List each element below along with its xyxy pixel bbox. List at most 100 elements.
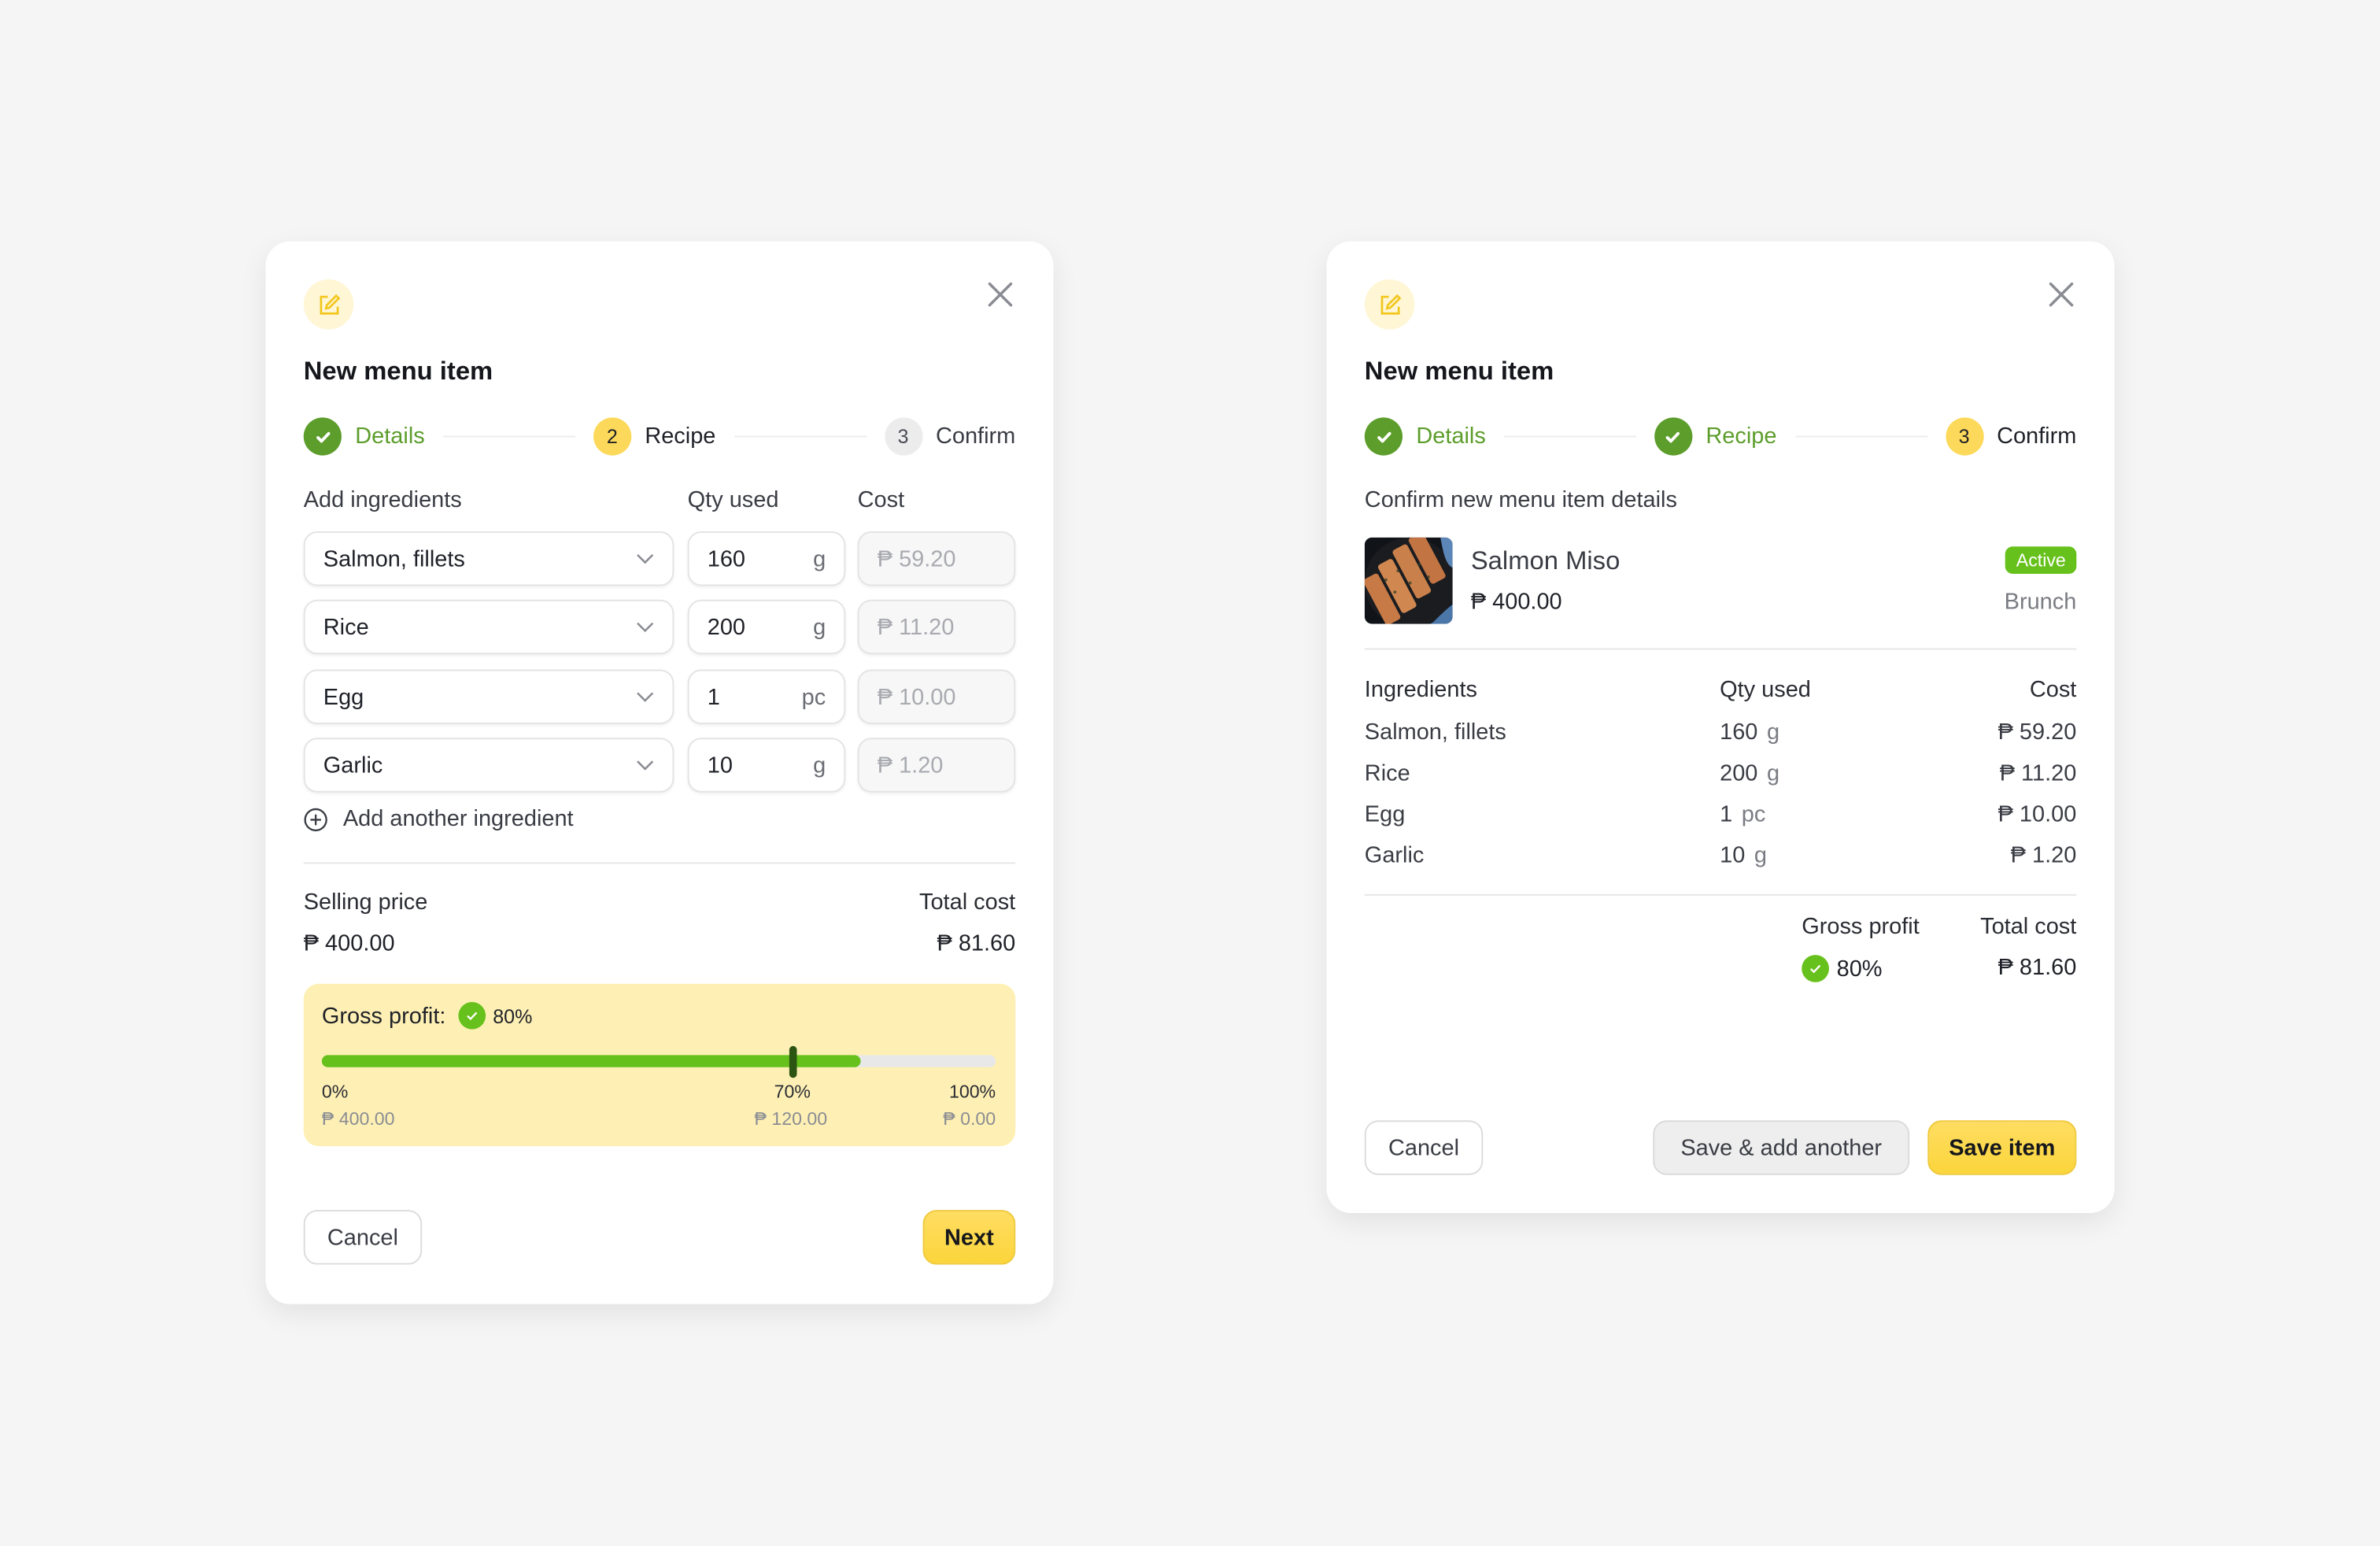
- check-circle-icon: [457, 1001, 486, 1030]
- next-button[interactable]: Next: [922, 1210, 1016, 1265]
- ingredient-cost: ₱ 10.00: [1998, 801, 2077, 828]
- total-cost-label: Total cost: [1980, 914, 2077, 940]
- close-icon[interactable]: [2048, 281, 2075, 309]
- stepper: Details Recipe 3 Confirm: [1364, 417, 2077, 456]
- qty-value: 1: [1720, 801, 1733, 828]
- col-header-qty: Qty used: [1720, 677, 1811, 703]
- ingredient-cost: ₱ 59.20: [1998, 719, 2077, 745]
- ingredient-name: Rice: [1364, 760, 1410, 787]
- item-price: ₱ 400.00: [1470, 589, 1562, 616]
- col-header-cost: Cost: [857, 487, 905, 513]
- plus-circle-icon: [304, 807, 327, 831]
- qty-value: 200: [1720, 760, 1758, 787]
- qty-value: 160: [1720, 719, 1758, 745]
- dialog-title: New menu item: [1364, 357, 1554, 386]
- gross-profit-header: Gross profit: 80%: [321, 1001, 533, 1030]
- col-header-qty: Qty used: [687, 487, 779, 513]
- gross-profit-fill: [321, 1055, 861, 1067]
- divider: [303, 862, 1016, 864]
- tick-label: 0%: [321, 1081, 349, 1103]
- step-connector: [1503, 435, 1636, 438]
- gross-profit-value: 80%: [493, 1004, 533, 1027]
- step-number: 3: [1945, 417, 1983, 456]
- total-cost-value: ₱ 81.60: [937, 930, 1016, 957]
- cost-value: ₱ 1.20: [877, 752, 944, 779]
- save-add-another-button[interactable]: Save & add another: [1653, 1120, 1910, 1175]
- step-connector: [734, 435, 867, 438]
- cost-value: ₱ 10.00: [877, 683, 956, 710]
- qty-unit: pc: [801, 683, 826, 710]
- qty-unit: g: [813, 546, 826, 572]
- step-label: Details: [355, 423, 425, 449]
- save-item-button[interactable]: Save item: [1927, 1120, 2077, 1175]
- ingredient-select[interactable]: Garlic: [303, 738, 674, 793]
- qty-unit: g: [813, 752, 826, 779]
- qty-unit: g: [1754, 842, 1767, 869]
- step-recipe[interactable]: Recipe: [1654, 417, 1776, 456]
- step-details[interactable]: Details: [1364, 417, 1486, 456]
- qty-value: 160: [707, 546, 746, 572]
- cancel-button[interactable]: Cancel: [1364, 1120, 1484, 1175]
- qty-unit: g: [1766, 760, 1780, 787]
- qty-input[interactable]: 200 g: [687, 599, 846, 655]
- dialog-title: New menu item: [303, 357, 493, 386]
- ingredient-select[interactable]: Salmon, fillets: [303, 531, 674, 586]
- cost-value: ₱ 11.20: [877, 614, 955, 640]
- cost-value: ₱ 59.20: [877, 546, 956, 572]
- selling-price-label: Selling price: [303, 890, 428, 915]
- ingredient-qty: 160 g: [1720, 719, 1779, 745]
- chevron-down-icon: [637, 554, 654, 564]
- table-row: Rice 200 g ₱ 11.20: [1365, 760, 2077, 791]
- step-details[interactable]: Details: [303, 417, 425, 456]
- tick-value: ₱ 0.00: [943, 1108, 996, 1130]
- divider: [1364, 893, 2077, 896]
- step-label: Recipe: [645, 423, 716, 449]
- close-icon[interactable]: [987, 281, 1014, 309]
- recipe-dialog: New menu item Details 2 Recipe 3 Confirm…: [265, 241, 1054, 1304]
- qty-input[interactable]: 1 pc: [687, 669, 846, 724]
- gross-profit-label: Gross profit:: [321, 1002, 446, 1029]
- col-header-cost: Cost: [2029, 677, 2077, 703]
- item-category: Brunch: [2004, 589, 2077, 616]
- table-header: Ingredients Qty used Cost: [1365, 677, 2077, 708]
- cancel-button[interactable]: Cancel: [303, 1210, 423, 1265]
- ingredient-select[interactable]: Egg: [303, 669, 674, 724]
- step-confirm[interactable]: 3 Confirm: [1945, 417, 2077, 456]
- item-name: Salmon Miso: [1470, 546, 1621, 575]
- selling-price-value: ₱ 400.00: [303, 930, 395, 957]
- step-number: 3: [884, 417, 922, 456]
- status-badge-label: Active: [2005, 546, 2077, 575]
- ingredient-select-value: Salmon, fillets: [323, 546, 465, 572]
- table-row: Salmon, fillets 160 g ₱ 59.20: [1365, 719, 2077, 750]
- cost-field: ₱ 1.20: [857, 738, 1016, 793]
- col-header-ingredient: Ingredients: [1364, 677, 1477, 703]
- table-row: Egg 1 pc ₱ 10.00: [1365, 801, 2077, 832]
- qty-unit: g: [813, 614, 826, 640]
- qty-input[interactable]: 10 g: [687, 738, 846, 793]
- tick-label: 70%: [774, 1081, 811, 1103]
- qty-input[interactable]: 160 g: [687, 531, 846, 586]
- cost-field: ₱ 11.20: [857, 599, 1016, 655]
- cost-field: ₱ 10.00: [857, 669, 1016, 724]
- gross-profit-label: Gross profit: [1802, 914, 1920, 940]
- ingredient-select[interactable]: Rice: [303, 599, 674, 655]
- step-connector: [442, 435, 575, 438]
- tick-value: ₱ 120.00: [754, 1108, 828, 1130]
- chevron-down-icon: [637, 760, 654, 771]
- qty-value: 1: [707, 683, 720, 710]
- step-recipe[interactable]: 2 Recipe: [593, 417, 716, 456]
- target-marker: [789, 1045, 797, 1078]
- cost-field: ₱ 59.20: [857, 531, 1016, 586]
- table-row: Garlic 10 g ₱ 1.20: [1365, 842, 2077, 873]
- step-label: Confirm: [1997, 423, 2077, 449]
- step-confirm[interactable]: 3 Confirm: [884, 417, 1015, 456]
- confirm-dialog: New menu item Details Recipe 3 Confirm C…: [1326, 241, 2115, 1213]
- ingredient-qty: 200 g: [1720, 760, 1779, 786]
- step-connector: [1794, 435, 1927, 438]
- status-badge: Active: [2005, 546, 2077, 575]
- qty-value: 10: [1720, 842, 1746, 869]
- qty-value: 10: [707, 752, 733, 779]
- total-cost-value: ₱ 81.60: [1998, 955, 2077, 981]
- add-ingredient-button[interactable]: Add another ingredient: [304, 806, 574, 832]
